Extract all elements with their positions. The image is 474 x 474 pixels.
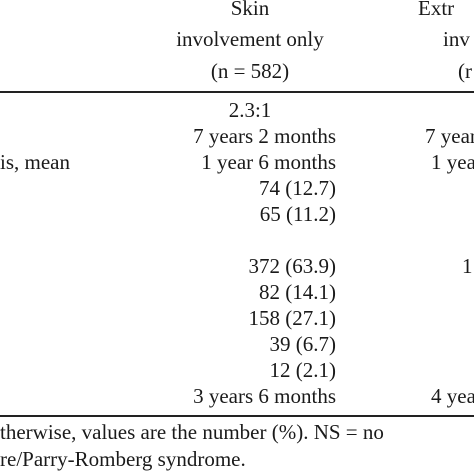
header-col3-line2: inv: [443, 27, 470, 51]
row-age-col3: 7 year: [425, 124, 474, 148]
row-5-col2: 65 (11.2): [259, 202, 336, 226]
row-11-col3: 4 yea: [431, 384, 474, 408]
header-col3-line3: (r: [458, 59, 472, 83]
header-rule: [0, 91, 474, 93]
header-col2-line2: involvement only: [176, 27, 324, 51]
row-8-col2: 158 (27.1): [248, 306, 337, 330]
footnote-line2: re/Parry-Romberg syndrome.: [0, 447, 246, 471]
row-6-col3: 1: [462, 254, 473, 278]
row-ratio-col2: 2.3:1: [228, 98, 272, 122]
row-6-col2: 372 (63.9): [248, 254, 337, 278]
header-col2-line3: (n = 582): [210, 59, 290, 83]
header-col3-line1: Extr: [418, 0, 455, 20]
header-col2-line1: Skin: [230, 0, 270, 20]
row-diagnosis-label: is, mean: [0, 150, 70, 174]
row-9-col2: 39 (6.7): [269, 332, 337, 356]
footnote-line1: therwise, values are the number (%). NS …: [0, 420, 384, 444]
row-age-col2: 7 years 2 months: [193, 124, 336, 148]
row-4-col2: 74 (12.7): [259, 176, 336, 200]
row-10-col2: 12 (2.1): [269, 358, 337, 382]
row-11-col2: 3 years 6 months: [193, 384, 336, 408]
row-7-col2: 82 (14.1): [259, 280, 336, 304]
row-diagnosis-col2: 1 year 6 months: [201, 150, 336, 174]
row-diagnosis-col3: 1 yea: [431, 150, 474, 174]
bottom-rule: [0, 415, 474, 417]
